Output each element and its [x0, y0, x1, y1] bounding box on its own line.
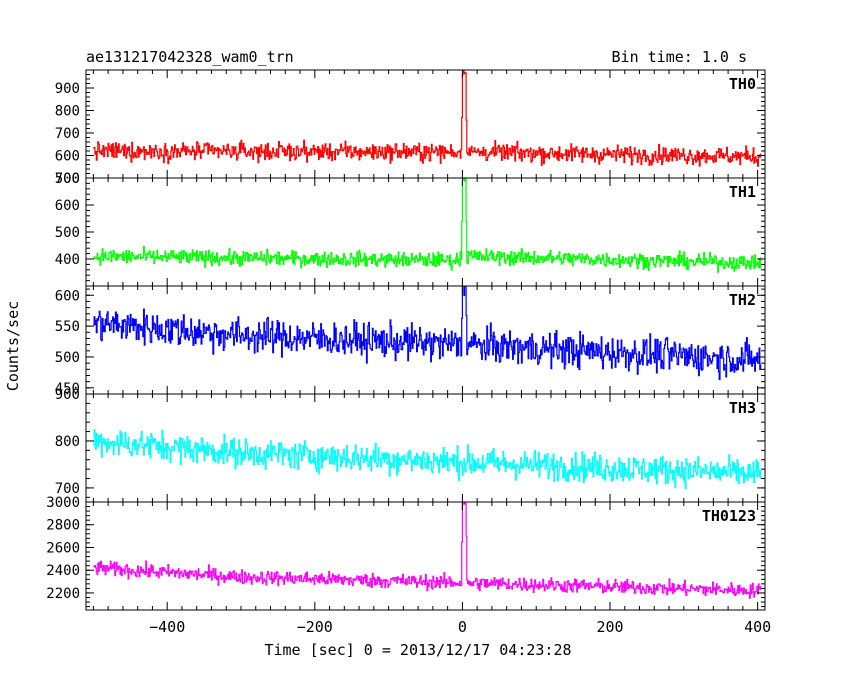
- y-tick-label: 700: [55, 481, 80, 497]
- y-tick-label: 2400: [46, 563, 80, 579]
- panel-th3: 700 800 900 TH3: [55, 387, 766, 503]
- y-tick-label: 450: [55, 381, 80, 397]
- y-tick-label: 500: [55, 225, 80, 241]
- x-axis: −400 −200 0 200 400: [149, 618, 771, 636]
- y-tick-label: 400: [55, 252, 80, 268]
- panel-frame: [85, 501, 766, 611]
- y-tick-label: 2800: [46, 518, 80, 534]
- y-tick-label: 2200: [46, 586, 80, 602]
- panel-th1: 400 500 600 700 TH1: [55, 171, 766, 287]
- y-tick-label: 900: [55, 81, 80, 97]
- panel-th2: 450 500 550 600 TH2: [55, 285, 766, 397]
- panel-label: TH2: [729, 291, 756, 309]
- y-tick-label: 600: [55, 288, 80, 304]
- y-tick-label: 700: [55, 126, 80, 142]
- y-tick-label: 550: [55, 319, 80, 335]
- series-th0123: [93, 502, 762, 599]
- series-th3: [93, 429, 762, 490]
- panel-label: TH0: [729, 75, 756, 93]
- bin-time-label: Bin time: 1.0 s: [612, 48, 747, 66]
- panel-label: TH0123: [702, 507, 756, 525]
- x-tick-label: −400: [149, 618, 185, 636]
- y-tick-label: 800: [55, 434, 80, 450]
- x-tick-label: 400: [744, 618, 771, 636]
- y-tick-label: 700: [55, 171, 80, 187]
- y-tick-label: 600: [55, 149, 80, 165]
- x-tick-label: 200: [596, 618, 623, 636]
- panel-label: TH3: [729, 399, 756, 417]
- series-th1: [93, 178, 762, 273]
- panel-th0: 500 600 700 800 900 TH0: [55, 69, 766, 187]
- y-axis-label: Counts/sec: [4, 301, 22, 391]
- y-tick-label: 900: [55, 387, 80, 403]
- panel-label: TH1: [729, 183, 756, 201]
- y-tick-label: 500: [55, 171, 80, 187]
- x-axis-label: Time [sec] 0 = 2013/12/17 04:23:28: [264, 641, 571, 659]
- y-tick-label: 2600: [46, 540, 80, 556]
- panel-th0123: 2200 2400 2600 2800 3000 TH0123: [46, 495, 766, 611]
- y-tick-label: 3000: [46, 495, 80, 511]
- chart-title: ae131217042328_wam0_trn: [86, 48, 294, 66]
- panel-frame: [85, 177, 766, 287]
- series-th0: [93, 70, 762, 167]
- y-tick-label: 500: [55, 350, 80, 366]
- y-tick-label: 600: [55, 198, 80, 214]
- series-th2: [93, 286, 762, 381]
- y-tick-label: 800: [55, 104, 80, 120]
- x-tick-label: 0: [458, 618, 467, 636]
- x-tick-label: −200: [297, 618, 333, 636]
